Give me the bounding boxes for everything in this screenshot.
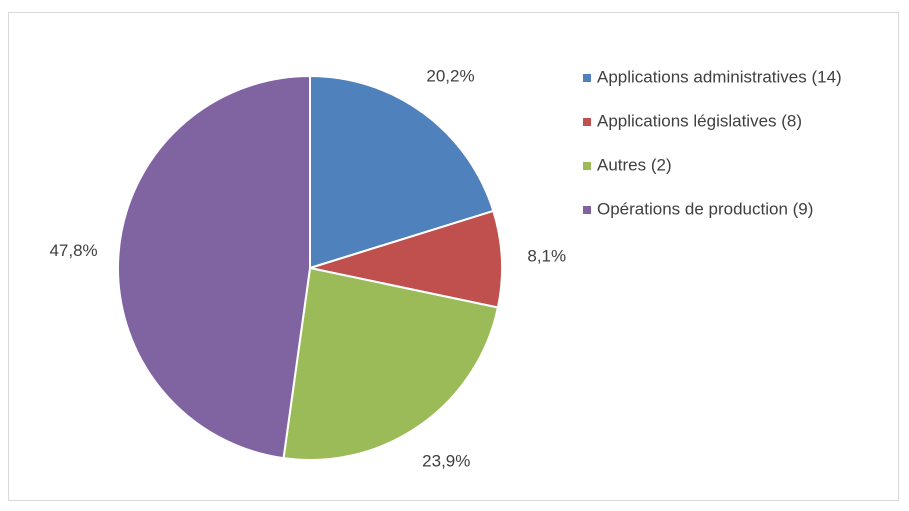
legend-label: Applications administratives (14) <box>597 67 842 86</box>
legend-swatch <box>583 162 591 170</box>
data-label: 23,9% <box>422 451 470 470</box>
pie-slice <box>306 209 503 309</box>
legend-swatch <box>583 118 591 126</box>
legend-swatch <box>583 74 591 82</box>
legend-label: Opérations de production (9) <box>597 199 813 218</box>
data-label: 8,1% <box>527 246 566 265</box>
data-label: 47,8% <box>49 241 97 260</box>
data-label: 20,2% <box>426 67 474 86</box>
pie-slice <box>282 266 500 461</box>
legend-label: Autres (2) <box>597 155 672 174</box>
legend-label: Applications législatives (8) <box>597 111 802 130</box>
legend-swatch <box>583 206 591 214</box>
pie-slice <box>309 74 495 270</box>
pie-slice <box>117 74 311 460</box>
